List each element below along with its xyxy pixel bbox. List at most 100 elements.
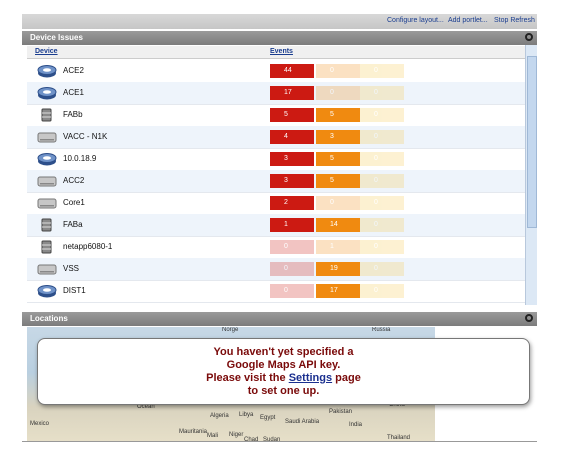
event-count-label: 0	[284, 243, 288, 250]
map-label: Thailand	[387, 435, 411, 441]
gear-icon[interactable]	[525, 33, 533, 41]
device-icon	[37, 174, 57, 188]
event-count-label: 0	[330, 199, 334, 206]
event-count: 3	[316, 130, 360, 144]
device-name: VSS	[63, 264, 80, 273]
event-count: 5	[316, 108, 360, 122]
event-count: 0	[316, 196, 360, 210]
event-count: 0	[316, 64, 360, 78]
event-count-label: 0	[374, 133, 378, 140]
map-label: Sudan	[263, 437, 281, 441]
device-name: Core1	[63, 198, 85, 207]
event-count-label: 0	[374, 89, 378, 96]
device-name: FABa	[63, 220, 83, 229]
event-count: 0	[316, 86, 360, 100]
event-count: 0	[360, 240, 404, 254]
event-count-label: 0	[374, 67, 378, 74]
event-count-label: 0	[284, 265, 288, 272]
event-count-label: 0	[374, 177, 378, 184]
message-text: page	[335, 372, 361, 384]
map-label: Mali	[207, 433, 219, 439]
stop-refresh-link[interactable]: Stop Refresh	[494, 17, 535, 24]
device-name: FABb	[63, 110, 83, 119]
event-count-label: 44	[284, 67, 292, 74]
event-count-label: 0	[374, 265, 378, 272]
event-count-label: 2	[284, 199, 288, 206]
device-row[interactable]: FABb 5 5 0	[27, 104, 525, 127]
event-count: 0	[360, 64, 404, 78]
device-column[interactable]: Device	[35, 48, 58, 55]
events-column[interactable]: Events	[270, 48, 293, 55]
device-row[interactable]: VACC - N1K 4 3 0	[27, 126, 525, 149]
event-count: 0	[360, 196, 404, 210]
event-count: 1	[316, 240, 360, 254]
device-row[interactable]: VSS 0 19 0	[27, 258, 525, 281]
device-icon	[37, 108, 57, 122]
map-label: Mexico	[30, 421, 50, 427]
event-count: 17	[316, 284, 360, 298]
device-name: VACC - N1K	[63, 132, 108, 141]
event-count-label: 0	[374, 221, 378, 228]
message-line: Google Maps API key.	[226, 359, 341, 371]
event-count-label: 0	[330, 67, 334, 74]
event-count-label: 5	[330, 155, 334, 162]
device-row[interactable]: 10.0.18.9 3 5 0	[27, 148, 525, 171]
event-count: 0	[360, 284, 404, 298]
device-icon	[37, 262, 57, 276]
device-row[interactable]: ACE1 17 0 0	[27, 82, 525, 105]
event-count: 2	[270, 196, 314, 210]
event-count: 0	[270, 284, 314, 298]
column-header: Device Events	[27, 46, 525, 59]
device-row[interactable]: FABa 1 14 0	[27, 214, 525, 237]
event-count: 0	[360, 130, 404, 144]
event-count: 0	[360, 86, 404, 100]
event-count-label: 19	[330, 265, 338, 272]
device-row[interactable]: netapp6080-1 0 1 0	[27, 236, 525, 259]
message-line: Please visit the Settings page	[38, 372, 529, 385]
event-count-label: 3	[284, 155, 288, 162]
device-row[interactable]: ACE2 44 0 0	[27, 60, 525, 83]
divider	[22, 441, 537, 442]
map-label: Chad	[244, 437, 259, 441]
map-label: Egypt	[260, 415, 276, 421]
event-count-label: 17	[284, 89, 292, 96]
map-label: Libya	[239, 412, 254, 418]
event-count: 3	[270, 152, 314, 166]
event-count-label: 1	[330, 243, 334, 250]
device-row[interactable]: ACC2 3 5 0	[27, 170, 525, 193]
settings-link[interactable]: Settings	[288, 372, 333, 384]
event-count: 17	[270, 86, 314, 100]
map-label: Norge	[222, 327, 239, 333]
device-icon	[37, 218, 57, 232]
event-count: 19	[316, 262, 360, 276]
map-label: India	[349, 422, 363, 428]
panel-title: Device Issues	[30, 33, 83, 42]
event-count-label: 5	[330, 177, 334, 184]
event-count-label: 0	[374, 287, 378, 294]
event-count: 0	[360, 152, 404, 166]
device-row[interactable]: DIST1 0 17 0	[27, 280, 525, 303]
event-count: 0	[360, 218, 404, 232]
event-count: 0	[360, 108, 404, 122]
event-count: 4	[270, 130, 314, 144]
message-text: Please visit the	[206, 372, 286, 384]
scroll-thumb[interactable]	[527, 56, 537, 228]
event-count-label: 0	[374, 155, 378, 162]
event-count: 3	[270, 174, 314, 188]
event-count-label: 4	[284, 133, 288, 140]
map-label: Russia	[372, 327, 391, 333]
event-count-label: 5	[284, 111, 288, 118]
panel-title: Locations	[30, 314, 68, 323]
map-label: Niger	[229, 432, 244, 438]
device-row[interactable]: Core1 2 0 0	[27, 192, 525, 215]
add-portlet-link[interactable]: Add portlet...	[448, 17, 488, 24]
device-icon	[37, 152, 57, 166]
configure-link[interactable]: Configure layout...	[387, 17, 444, 24]
device-icon	[37, 240, 57, 254]
map-label: China	[389, 402, 405, 408]
device-icon	[37, 130, 57, 144]
map-label: Pakistan	[329, 409, 353, 415]
gear-icon[interactable]	[525, 314, 533, 322]
event-count: 5	[316, 152, 360, 166]
